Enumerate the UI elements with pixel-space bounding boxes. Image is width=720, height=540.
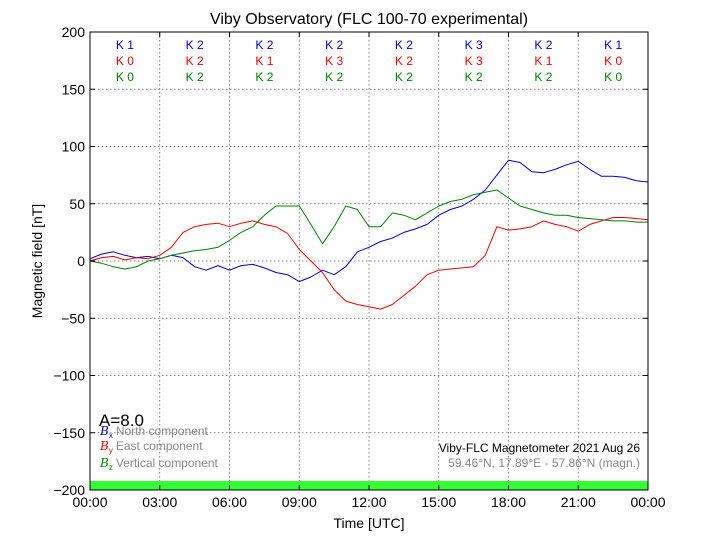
k-index-label: K 2 bbox=[325, 70, 343, 84]
k-index-label: K 3 bbox=[465, 54, 483, 68]
k-index-label: K 1 bbox=[116, 38, 134, 52]
chart-title: Viby Observatory (FLC 100-70 experimenta… bbox=[210, 11, 528, 28]
y-tick-label: −100 bbox=[53, 368, 85, 384]
legend-vertical: Bz Vertical component bbox=[99, 456, 219, 472]
y-tick-label: −50 bbox=[61, 310, 85, 326]
x-tick-label: 18:00 bbox=[491, 494, 526, 510]
k-index-label: K 2 bbox=[255, 38, 273, 52]
legend-vertical-symbol: B bbox=[99, 456, 109, 470]
k-index-label: K 0 bbox=[116, 70, 134, 84]
x-tick-label: 09:00 bbox=[282, 494, 317, 510]
legend-east: By East component bbox=[99, 439, 203, 455]
k-index-table: K 1 K 2 K 2 K 2 K 2 K 3 K 2 K 1 K 0 K 2 K 1 K 3 K 2 K… bbox=[116, 38, 623, 84]
legend-vertical-subscript: z bbox=[109, 463, 113, 472]
x-tick-label: 06:00 bbox=[212, 494, 247, 510]
k-index-label: K 2 bbox=[186, 38, 204, 52]
instrument-caption: Viby-FLC Magnetometer 2021 Aug 26 bbox=[439, 441, 641, 455]
x-axis-label: Time [UTC] bbox=[333, 515, 404, 531]
k-index-label: K 2 bbox=[534, 38, 552, 52]
legend-east-subscript: y bbox=[109, 446, 113, 455]
series-group bbox=[89, 159, 649, 310]
k-index-label: K 2 bbox=[325, 38, 343, 52]
grid-lines bbox=[90, 32, 648, 490]
y-axis-label: Magnetic field [nT] bbox=[29, 204, 45, 318]
k-index-label: K 2 bbox=[395, 70, 413, 84]
k-index-label: K 1 bbox=[604, 38, 622, 52]
y-tick-label: 200 bbox=[62, 24, 86, 40]
x-tick-label: 03:00 bbox=[142, 494, 177, 510]
k-index-label: K 2 bbox=[186, 54, 204, 68]
k-index-label: K 0 bbox=[116, 54, 134, 68]
k-index-label: K 2 bbox=[465, 70, 483, 84]
legend-east-symbol: B bbox=[99, 439, 109, 453]
axis-ticks: 00:00 03:00 06:00 09:00 12:00 15:00 18:00 21:00… bbox=[53, 24, 665, 510]
x-tick-label: 00:00 bbox=[630, 494, 665, 510]
k-index-label: K 3 bbox=[465, 38, 483, 52]
k-index-label: K 0 bbox=[604, 70, 622, 84]
k-index-label: K 0 bbox=[604, 54, 622, 68]
legend-north-subscript: x bbox=[109, 431, 113, 440]
a-index-label: A=8.0 bbox=[99, 411, 144, 430]
k-index-label: K 2 bbox=[395, 54, 413, 68]
y-tick-label: 0 bbox=[77, 253, 85, 269]
k-index-label: K 2 bbox=[534, 70, 552, 84]
x-tick-label: 21:00 bbox=[561, 494, 596, 510]
series-line-east-component bbox=[89, 217, 649, 310]
location-caption: 59.46°N, 17.89°E - 57.86°N (magn.) bbox=[448, 456, 640, 470]
legend-north-text: North component bbox=[116, 424, 209, 438]
k-index-label: K 1 bbox=[534, 54, 552, 68]
k-index-label: K 1 bbox=[255, 54, 273, 68]
y-tick-label: 100 bbox=[62, 139, 86, 155]
k-index-label: K 2 bbox=[255, 70, 273, 84]
legend-east-text: East component bbox=[116, 439, 203, 453]
x-tick-label: 12:00 bbox=[351, 494, 386, 510]
legend-north-symbol: B bbox=[99, 424, 109, 438]
k-index-label: K 2 bbox=[186, 70, 204, 84]
k-index-label: K 2 bbox=[395, 38, 413, 52]
y-tick-label: 150 bbox=[62, 81, 86, 97]
series-line-north-component bbox=[89, 159, 649, 283]
y-tick-label: −200 bbox=[53, 482, 85, 498]
y-tick-label: 50 bbox=[69, 196, 85, 212]
x-tick-label: 00:00 bbox=[72, 494, 107, 510]
k-index-label: K 3 bbox=[325, 54, 343, 68]
x-tick-label: 15:00 bbox=[421, 494, 456, 510]
legend-north: Bx North component bbox=[99, 424, 209, 440]
legend-vertical-text: Vertical component bbox=[116, 456, 219, 470]
series-line-vertical-component bbox=[89, 189, 648, 270]
legend: Bx North component By East component Bz Ver… bbox=[99, 424, 219, 472]
y-tick-label: −150 bbox=[53, 425, 85, 441]
